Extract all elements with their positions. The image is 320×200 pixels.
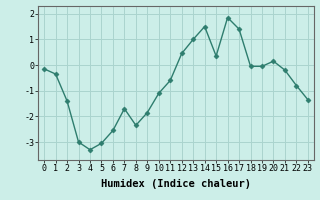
X-axis label: Humidex (Indice chaleur): Humidex (Indice chaleur): [101, 179, 251, 189]
